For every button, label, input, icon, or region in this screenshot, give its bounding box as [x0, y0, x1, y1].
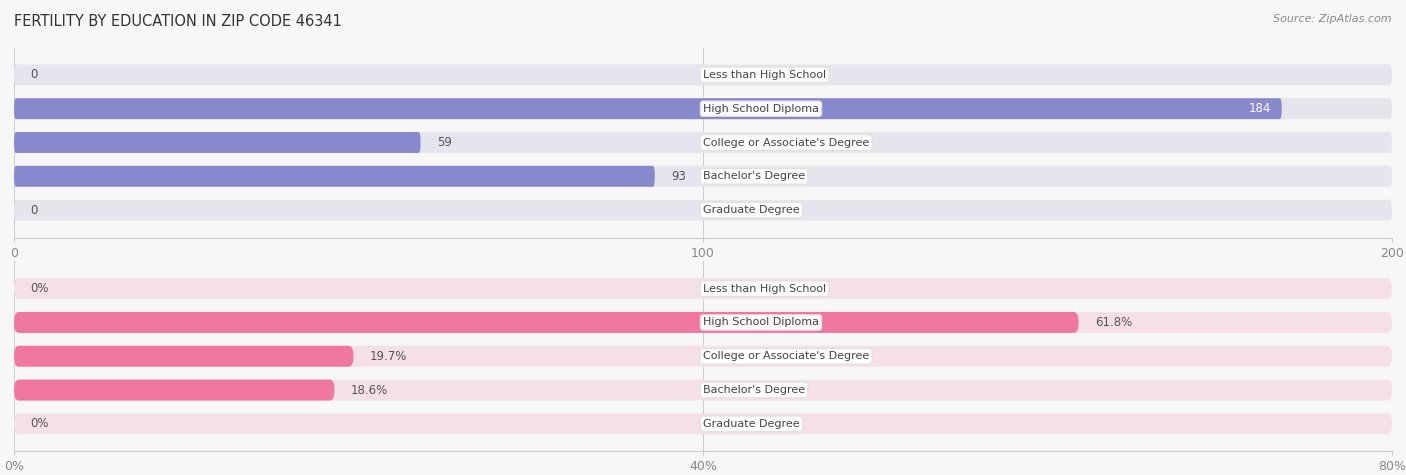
FancyBboxPatch shape [14, 380, 335, 400]
FancyBboxPatch shape [14, 98, 1392, 119]
Text: FERTILITY BY EDUCATION IN ZIP CODE 46341: FERTILITY BY EDUCATION IN ZIP CODE 46341 [14, 14, 342, 29]
Text: Graduate Degree: Graduate Degree [703, 419, 800, 429]
Text: Source: ZipAtlas.com: Source: ZipAtlas.com [1274, 14, 1392, 24]
FancyBboxPatch shape [14, 380, 1392, 400]
FancyBboxPatch shape [14, 312, 1078, 333]
Text: Bachelor's Degree: Bachelor's Degree [703, 171, 806, 181]
FancyBboxPatch shape [14, 166, 655, 187]
FancyBboxPatch shape [14, 312, 1392, 333]
Text: College or Associate's Degree: College or Associate's Degree [703, 351, 869, 361]
FancyBboxPatch shape [14, 98, 1282, 119]
FancyBboxPatch shape [14, 413, 1392, 434]
Text: 0: 0 [31, 204, 38, 217]
Text: High School Diploma: High School Diploma [703, 104, 820, 114]
Text: 18.6%: 18.6% [352, 383, 388, 397]
FancyBboxPatch shape [14, 346, 353, 367]
Text: Less than High School: Less than High School [703, 284, 827, 294]
Text: Graduate Degree: Graduate Degree [703, 205, 800, 215]
FancyBboxPatch shape [14, 346, 1392, 367]
FancyBboxPatch shape [14, 166, 1392, 187]
Text: 93: 93 [671, 170, 686, 183]
Text: Bachelor's Degree: Bachelor's Degree [703, 385, 806, 395]
FancyBboxPatch shape [14, 200, 1392, 220]
FancyBboxPatch shape [14, 65, 1392, 86]
Text: 19.7%: 19.7% [370, 350, 408, 363]
Text: High School Diploma: High School Diploma [703, 317, 820, 327]
FancyBboxPatch shape [14, 132, 420, 153]
Text: College or Associate's Degree: College or Associate's Degree [703, 137, 869, 148]
Text: 0%: 0% [31, 418, 49, 430]
Text: 0%: 0% [31, 282, 49, 295]
FancyBboxPatch shape [14, 278, 1392, 299]
Text: 59: 59 [437, 136, 451, 149]
Text: Less than High School: Less than High School [703, 70, 827, 80]
Text: 184: 184 [1249, 102, 1271, 115]
FancyBboxPatch shape [14, 132, 1392, 153]
Text: 61.8%: 61.8% [1095, 316, 1132, 329]
Text: 0: 0 [31, 68, 38, 81]
